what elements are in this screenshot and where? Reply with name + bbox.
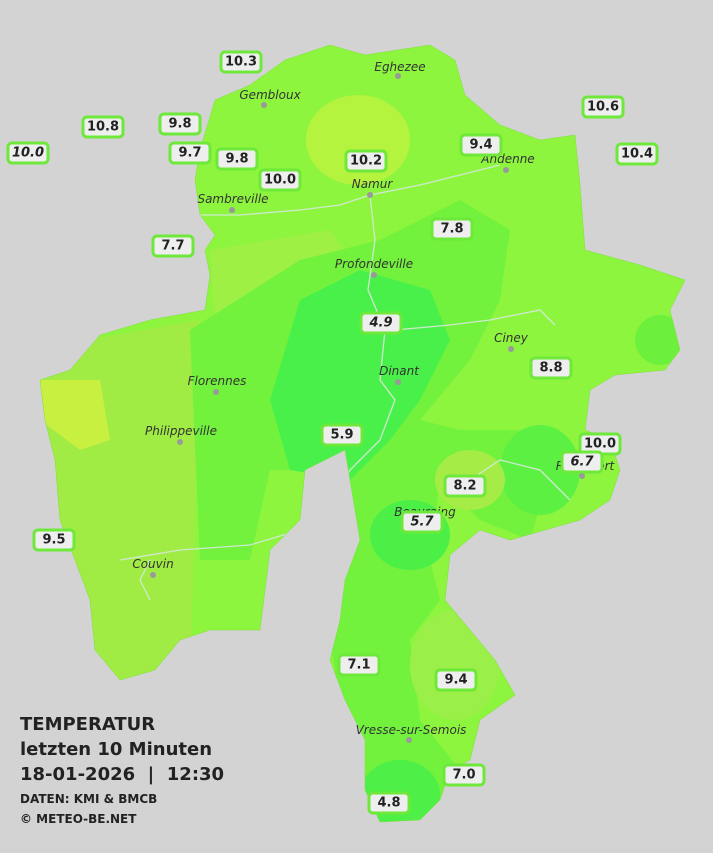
station: 10.0 bbox=[6, 141, 50, 165]
city: Couvin bbox=[132, 557, 173, 571]
station: 9.5 bbox=[32, 528, 76, 552]
station-box bbox=[442, 763, 486, 787]
station: 10.0 bbox=[258, 168, 302, 192]
station-value: 4.8 bbox=[377, 796, 400, 811]
station-value: 10.3 bbox=[225, 55, 257, 70]
station: 9.4 bbox=[459, 133, 503, 157]
station-value: 7.0 bbox=[452, 768, 475, 783]
station-box bbox=[258, 168, 302, 192]
station: 9.7 bbox=[168, 141, 212, 165]
station-value: 10.4 bbox=[621, 147, 653, 162]
station-box bbox=[581, 95, 625, 119]
city: Vresse-sur-Semois bbox=[356, 723, 467, 737]
station: 8.2 bbox=[443, 474, 487, 498]
station-value: 10.0 bbox=[264, 173, 296, 188]
station: 9.8 bbox=[215, 147, 259, 171]
station-box bbox=[219, 50, 263, 74]
station: 9.8 bbox=[158, 112, 202, 136]
station: 7.8 bbox=[430, 217, 474, 241]
station-labels: 10.3 10.8 9.8 10.0 9.7 9.8 10.0 10.2 9.4 10.6 10.4… bbox=[6, 50, 659, 815]
station: 4.9 bbox=[359, 311, 403, 335]
station-value: 7.1 bbox=[347, 658, 370, 673]
station-box bbox=[81, 115, 125, 139]
station-box bbox=[434, 668, 478, 692]
station-box bbox=[151, 234, 195, 258]
station: 10.3 bbox=[219, 50, 263, 74]
station-box bbox=[168, 141, 212, 165]
station-box bbox=[337, 653, 381, 677]
city: Eghezee bbox=[374, 60, 425, 74]
city: Dinant bbox=[379, 364, 420, 378]
station-box bbox=[430, 217, 474, 241]
city: Gembloux bbox=[239, 88, 301, 102]
station-value: 9.7 bbox=[178, 146, 201, 161]
station-value: 10.2 bbox=[350, 154, 382, 169]
station: 7.1 bbox=[337, 653, 381, 677]
station-value: 9.4 bbox=[469, 138, 492, 153]
station-value: 7.8 bbox=[440, 222, 463, 237]
station: 6.7 bbox=[560, 450, 604, 474]
station-box bbox=[443, 474, 487, 498]
station: 10.6 bbox=[581, 95, 625, 119]
city: Philippeville bbox=[145, 424, 217, 438]
station-value: 10.0 bbox=[584, 437, 616, 452]
station-box bbox=[320, 423, 364, 447]
city: Profondeville bbox=[335, 257, 413, 271]
station-value: 10.6 bbox=[587, 100, 619, 115]
station-box bbox=[6, 141, 50, 165]
legend-period: letzten 10 Minuten bbox=[20, 739, 212, 760]
station: 8.8 bbox=[529, 356, 573, 380]
station-value: 4.9 bbox=[368, 316, 392, 331]
station-box bbox=[215, 147, 259, 171]
station-box bbox=[367, 791, 411, 815]
station: 9.4 bbox=[434, 668, 478, 692]
city: Namur bbox=[352, 177, 394, 191]
station-value: 8.8 bbox=[539, 361, 562, 376]
station: 5.7 bbox=[400, 510, 444, 534]
city: Florennes bbox=[188, 374, 247, 388]
station-value: 9.8 bbox=[225, 152, 248, 167]
city: Sambreville bbox=[197, 192, 268, 206]
station-value: 5.7 bbox=[410, 515, 434, 530]
legend-datetime: 18-01-2026 | 12:30 bbox=[20, 764, 224, 785]
legend-credit: © METEO-BE.NET bbox=[20, 812, 137, 826]
station-box bbox=[32, 528, 76, 552]
station-box bbox=[615, 142, 659, 166]
station: 10.4 bbox=[615, 142, 659, 166]
station: 7.7 bbox=[151, 234, 195, 258]
legend-source: DATEN: KMI & BMCB bbox=[20, 792, 157, 806]
station-value: 9.5 bbox=[42, 533, 65, 548]
station-box bbox=[400, 510, 444, 534]
station: 4.8 bbox=[367, 791, 411, 815]
station-value: 8.2 bbox=[453, 479, 476, 494]
station: 10.0 bbox=[578, 432, 622, 456]
station-box bbox=[560, 450, 604, 474]
legend-title: TEMPERATUR bbox=[20, 714, 155, 735]
legend: TEMPERATUR letzten 10 Minuten 18-01-2026… bbox=[20, 714, 224, 826]
station: 5.9 bbox=[320, 423, 364, 447]
station-value: 9.4 bbox=[444, 673, 467, 688]
station-box bbox=[158, 112, 202, 136]
station-box bbox=[344, 149, 388, 173]
station-box bbox=[459, 133, 503, 157]
station-box bbox=[529, 356, 573, 380]
station-value: 6.7 bbox=[570, 455, 594, 470]
station: 7.0 bbox=[442, 763, 486, 787]
station: 10.8 bbox=[81, 115, 125, 139]
station: 10.2 bbox=[344, 149, 388, 173]
station-value: 7.7 bbox=[161, 239, 184, 254]
city: Ciney bbox=[494, 331, 529, 345]
station-value: 10.8 bbox=[87, 120, 119, 135]
station-box bbox=[359, 311, 403, 335]
station-value: 9.8 bbox=[168, 117, 191, 132]
station-value: 10.0 bbox=[12, 146, 44, 161]
station-value: 5.9 bbox=[330, 428, 353, 443]
